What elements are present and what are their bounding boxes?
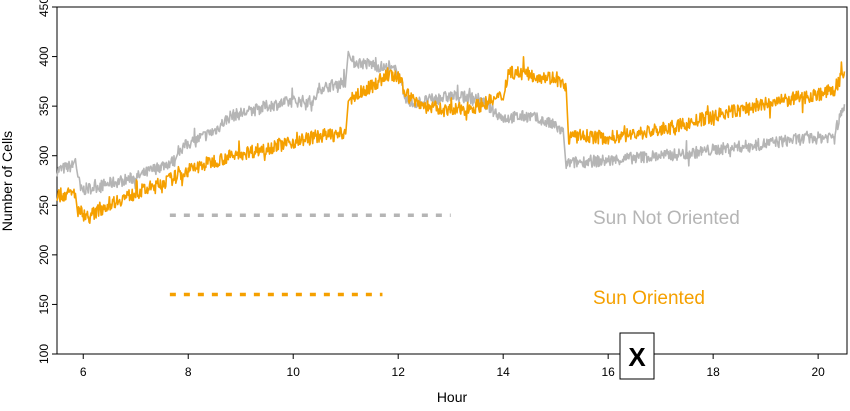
plot-frame bbox=[56, 6, 848, 355]
legend: Sun Not Oriented Sun Oriented bbox=[593, 208, 740, 309]
series-line-sun-not-oriented bbox=[56, 50, 846, 196]
x-axis: 6 8 10 12 14 16 18 20 bbox=[80, 354, 825, 379]
y-axis: 100 150 200 250 300 350 400 450 bbox=[37, 0, 57, 364]
plot-area bbox=[56, 6, 848, 355]
y-tick-label-250: 250 bbox=[37, 195, 51, 215]
y-tick-label-450: 450 bbox=[37, 0, 51, 17]
series-line-sun-oriented bbox=[56, 56, 846, 224]
x-tick-label-6: 6 bbox=[80, 365, 87, 379]
legend-entry-sun-oriented: Sun Oriented bbox=[593, 288, 705, 309]
x-tick-label-10: 10 bbox=[287, 365, 301, 379]
y-tick-label-350: 350 bbox=[37, 96, 51, 116]
x-tick-label-8: 8 bbox=[185, 365, 192, 379]
x-tick-label-18: 18 bbox=[706, 365, 720, 379]
y-tick-label-100: 100 bbox=[37, 344, 51, 364]
x-tick-label-12: 12 bbox=[392, 365, 406, 379]
x-marker-annotation: X bbox=[619, 332, 655, 380]
x-marker-box bbox=[619, 332, 655, 380]
x-tick-label-16: 16 bbox=[601, 365, 615, 379]
y-tick-label-150: 150 bbox=[37, 294, 51, 314]
x-marker-label: X bbox=[628, 342, 646, 372]
legend-entry-sun-not-oriented: Sun Not Oriented bbox=[593, 208, 740, 229]
y-tick-label-300: 300 bbox=[37, 145, 51, 165]
x-tick-label-14: 14 bbox=[496, 365, 510, 379]
y-axis-title: Number of Cells bbox=[0, 131, 15, 231]
series-layer bbox=[56, 50, 846, 224]
x-tick-label-20: 20 bbox=[811, 365, 825, 379]
y-tick-label-400: 400 bbox=[37, 46, 51, 66]
dash-layer bbox=[169, 213, 451, 297]
x-axis-title: Hour bbox=[437, 389, 468, 405]
y-tick-label-200: 200 bbox=[37, 245, 51, 265]
